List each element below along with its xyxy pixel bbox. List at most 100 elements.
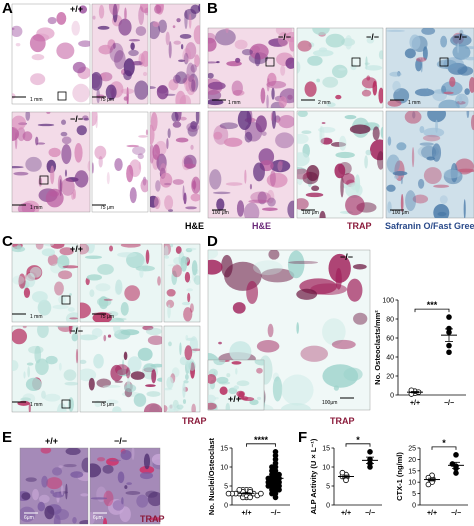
tissue-blob [12,115,27,131]
tissue-blob [16,244,22,251]
tissue-blob [46,477,63,490]
tissue-blob [271,111,277,129]
tissue-blob [107,334,112,338]
tissue-blob [249,183,253,190]
data-point [276,486,282,493]
tissue-blob [102,464,114,474]
tissue-blob [378,87,383,104]
tissue-blob [138,135,148,138]
tissue-blob [272,376,283,402]
tissue-blob [278,96,287,108]
tissue-blob [72,517,77,524]
data-point [225,490,232,497]
data-point [446,314,452,320]
y-axis-label: No. Nuclei/Osteoclast [207,437,216,515]
zoom-box [39,175,49,185]
tissue-blob [181,301,191,306]
tissue-blob [256,396,262,400]
tissue-blob [344,35,353,50]
tissue-blob [225,182,243,186]
tissue-blob [139,465,155,474]
tissue-blob [208,99,224,106]
tissue [150,4,200,104]
tissue-blob [411,147,415,168]
tissue-blob [45,355,58,365]
tissue-blob [132,146,146,156]
tissue-blob [178,251,185,266]
tissue-blob [81,457,88,473]
tissue-blob [440,85,447,94]
tissue-blob [249,399,259,406]
tissue-blob [52,304,69,310]
tissue-blob [297,111,308,118]
tissue-blob [179,33,192,39]
tissue-blob [180,44,184,50]
tissue-blob [133,393,147,407]
tissue-blob [186,122,200,132]
tissue-blob [171,112,179,122]
y-tick-label: 15 [408,468,416,475]
tissue-blob [97,25,110,30]
tissue-blob [44,244,55,247]
tissue-blob [183,307,193,322]
tissue-blob [322,76,339,88]
tissue-blob [396,142,407,151]
tissue-blob [297,133,309,144]
tissue-blob [69,293,72,296]
tissue-blob [92,312,112,322]
tissue-blob [123,96,129,101]
tissue-blob [296,288,318,300]
tissue-blob [187,292,191,303]
tissue-blob [266,189,275,204]
tissue-blob [109,317,125,322]
tissue-blob [130,42,135,51]
genotype: −/− [366,32,379,42]
tissue-blob [128,39,141,42]
scale-bar: 75 μm [100,205,114,211]
tissue-blob [58,362,62,371]
tissue-blob [12,360,19,371]
tissue-blob [208,374,217,384]
tissue-blob [347,278,363,302]
tissue-blob [188,13,192,29]
tissue-blob [307,55,323,66]
tissue-blob [137,347,153,361]
tissue-blob [143,403,162,412]
tissue-blob [183,192,187,205]
tissue-blob [431,143,442,162]
tissue-blob [117,471,125,484]
tissue-blob [322,364,359,388]
tissue-blob [23,287,31,298]
tissue-blob [25,156,42,172]
tissue-blob [229,341,252,363]
tissue-blob [404,111,422,124]
tissue-blob [147,491,160,507]
tissue-blob [32,488,39,501]
tissue-blob [184,9,188,30]
tissue-blob [109,42,124,63]
tissue-blob [60,485,64,496]
tissue-blob [155,180,161,192]
tissue-blob [261,207,278,211]
tissue-blob [386,154,400,173]
tissue-blob [140,50,148,67]
scale-bar: 6μm [93,515,103,521]
y-tick-label: 60 [386,336,394,343]
stain-label: Safranin O/Fast Green [385,221,474,231]
genotype: +/+ [70,244,83,254]
tissue-blob [191,79,196,92]
tissue-blob [47,254,59,267]
scale-bar: 100 μm [392,210,409,216]
tissue-blob [208,72,214,79]
tissue-blob [54,281,64,296]
tissue-blob [469,76,474,93]
panel-letter: A [2,0,13,17]
tissue-blob [112,406,122,412]
data-point [425,481,432,488]
tissue-blob [231,80,243,96]
tissue-blob [260,87,266,104]
tissue-blob [266,80,287,89]
tissue-blob [280,402,311,410]
y-tick-label: 5 [224,484,228,491]
tissue-blob [301,130,312,135]
